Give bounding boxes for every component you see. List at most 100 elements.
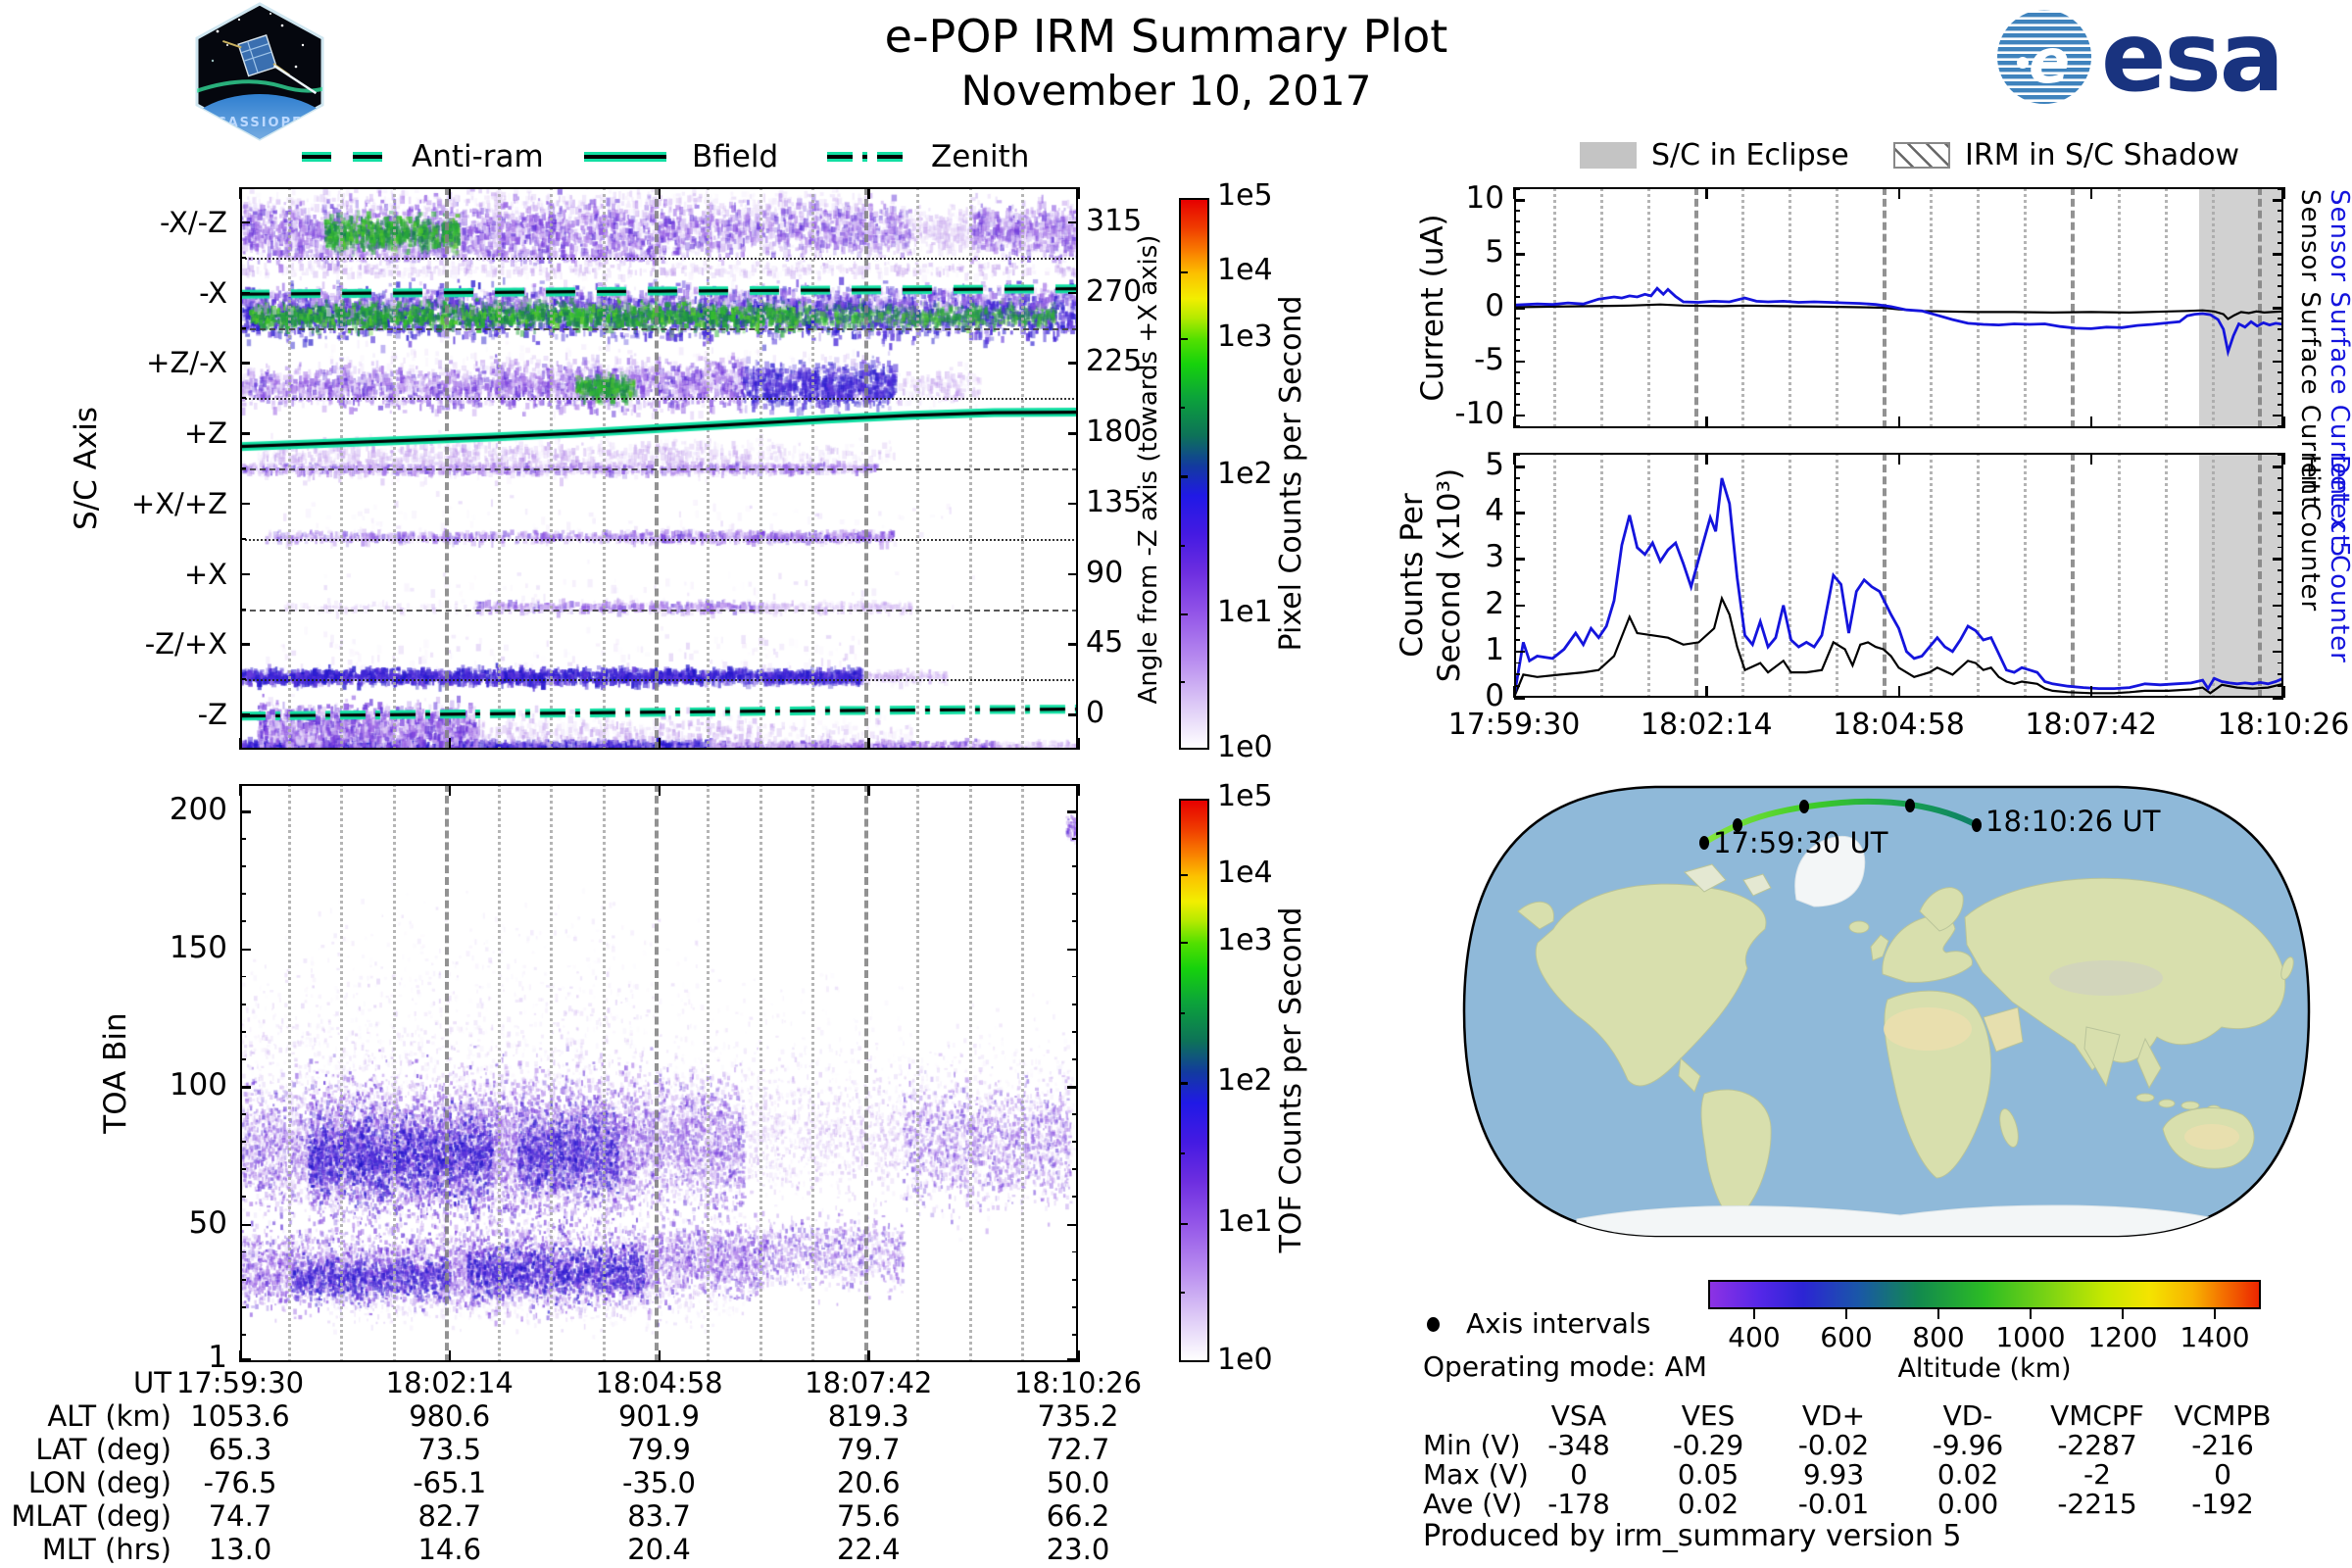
gridline-vertical — [1929, 453, 1933, 698]
sensor-surface-current-label: Sensor Surface Current — [2295, 189, 2325, 508]
toa-ytick-minor-r — [1072, 1057, 1078, 1060]
counts-plot-ytick-minor — [1514, 673, 1520, 676]
current-plot-ytick-minor — [1514, 210, 1520, 212]
current-plot-ytick-minor — [1514, 188, 1520, 190]
sc-xtick — [658, 738, 661, 750]
pixel-colorbar-tick — [1179, 475, 1188, 478]
angle-tick-label: 180 — [1086, 415, 1143, 450]
voltage-cell: 0.05 — [1677, 1458, 1740, 1491]
cassiope-patch: CASSIOPE — [195, 2, 324, 141]
overlay-lines-canvas — [240, 187, 1078, 750]
shadow-legend-swatch-gray — [1580, 142, 1637, 169]
altitude-tick-label: 600 — [1820, 1321, 1873, 1353]
counts-plot-xtick — [1705, 686, 1708, 698]
current-plot-ytick-minor — [1514, 264, 1520, 266]
sc-xtick — [448, 738, 452, 750]
gridline-vertical — [1740, 187, 1744, 428]
counts-plot-ytick-minor — [1514, 569, 1520, 572]
current-plot-ytick-minor-r — [2278, 414, 2283, 416]
current-plot-ytick-label: -10 — [1454, 395, 1504, 431]
series-sensor-surface-current-x-5 — [1514, 286, 2283, 358]
sc-ytick — [240, 362, 250, 365]
current-plot-ytick-minor-r — [2278, 253, 2283, 255]
current-plot-xtick-top — [2089, 187, 2093, 199]
toa-ytick-minor — [240, 1086, 246, 1088]
sc-plot-frame — [240, 187, 1078, 750]
ephemeris-row-label: UT — [133, 1366, 172, 1399]
counts-plot-xtick-top — [1513, 453, 1516, 465]
gridline-vertical — [445, 784, 450, 1362]
current-plot-ytick-minor — [1514, 381, 1520, 384]
counts-plot-ytick-minor — [1514, 500, 1520, 503]
counts-plot-ytick-minor-r — [2278, 523, 2283, 525]
counts-plot-ytick-minor — [1514, 627, 1520, 630]
track-interval-dots — [1699, 799, 1982, 850]
gridline-vertical — [1599, 453, 1603, 698]
time-tick-label: 18:07:42 — [2025, 708, 2158, 742]
direction-legend-label: Zenith — [931, 139, 1030, 174]
counts-plot-xtick — [2089, 686, 2093, 698]
counts-plot-xtick — [1897, 686, 1900, 698]
altitude-tick — [1937, 1309, 1940, 1319]
ephemeris-cell: 79.9 — [627, 1433, 691, 1466]
voltage-cell: 0.02 — [1677, 1488, 1740, 1520]
voltage-cell: -2215 — [2057, 1488, 2137, 1520]
angle-tick-label: 315 — [1086, 203, 1143, 238]
sc-xtick-top — [658, 187, 661, 199]
altitude-colorbar — [1708, 1280, 2261, 1309]
counts-plot-ytick-minor — [1514, 454, 1520, 457]
time-tick-label: 18:02:14 — [1640, 708, 1773, 742]
altitude-tick — [2122, 1309, 2125, 1319]
counts-plot-xtick-top — [1897, 453, 1900, 465]
current-plot-ytick-label: 10 — [1465, 180, 1504, 217]
gridline-vertical — [2164, 453, 2168, 698]
counts-plot-ytick-minor-r — [2278, 466, 2283, 467]
counts-plot-xtick — [2282, 686, 2285, 698]
shadow-legend-label: S/C in Eclipse — [1651, 138, 1849, 172]
sc-ytick-right — [1068, 713, 1078, 716]
toa-ytick-minor-r — [1072, 1141, 1078, 1144]
counts-plot-ytick-minor — [1514, 512, 1520, 514]
toa-ytick-minor — [240, 975, 246, 978]
counts-ylabel-line1: Counts Per — [1395, 493, 1430, 658]
esa-globe-e: e — [2029, 25, 2070, 97]
current-plot-ytick-minor-r — [2278, 231, 2283, 233]
current-plot-ytick-minor-r — [2278, 285, 2283, 287]
toa-ytick-label: 1 — [208, 1340, 227, 1376]
current-plot-ytick-minor — [1514, 242, 1520, 244]
ephemeris-cell: 65.3 — [208, 1433, 272, 1466]
angle-tick-label: 135 — [1086, 484, 1143, 519]
current-plot-xtick-top — [2282, 187, 2285, 199]
counts-plot-ytick-minor — [1514, 650, 1520, 653]
sc-axis-tick-label: -Z — [197, 698, 227, 732]
gridline-vertical — [1021, 784, 1025, 1362]
esa-wordmark: esa — [2101, 6, 2282, 108]
tof-colorbar-tick-label: 1e0 — [1217, 1343, 1273, 1377]
toa-ytick-minor-r — [1072, 810, 1078, 812]
pixel-colorbar-tick-label: 1e0 — [1217, 730, 1273, 764]
sc-ytick-right — [1068, 432, 1078, 435]
sc-ytick-right — [1068, 643, 1078, 646]
sensor-surface-current-x5-label: Sensor Surface Current x 5 — [2325, 189, 2352, 559]
toa-ytick-minor-r — [1072, 838, 1078, 840]
hit-counter-label: Hit Counter — [2295, 455, 2325, 612]
sc-ytick — [240, 572, 250, 576]
tof-colorbar-tick-label: 1e3 — [1217, 922, 1273, 957]
current-plot-frame — [1514, 187, 2283, 428]
esa-logo: e esa — [1997, 6, 2284, 108]
gridline-vertical — [550, 784, 554, 1362]
sc-ytick-right — [1068, 502, 1078, 506]
gridline-vertical — [1693, 453, 1698, 698]
sc-axis-tick-label: -X — [199, 275, 227, 310]
sc-xtick-top — [1077, 187, 1080, 199]
gridline-vertical — [2117, 453, 2121, 698]
current-plot-ytick-label: -5 — [1474, 341, 1504, 377]
spectrogram-canvas — [240, 784, 1078, 1362]
ground-track-map: 17:59:30 UT 18:10:26 UT — [1462, 785, 2311, 1238]
current-plot-ytick-label: 5 — [1485, 234, 1504, 270]
ephemeris-cell: -76.5 — [203, 1466, 277, 1499]
counts-plot-ytick-minor-r — [2278, 488, 2283, 491]
toa-plot-frame — [240, 784, 1078, 1362]
counts-plot-frame — [1514, 453, 2283, 698]
page-title: e-POP IRM Summary Plot — [884, 10, 1448, 63]
